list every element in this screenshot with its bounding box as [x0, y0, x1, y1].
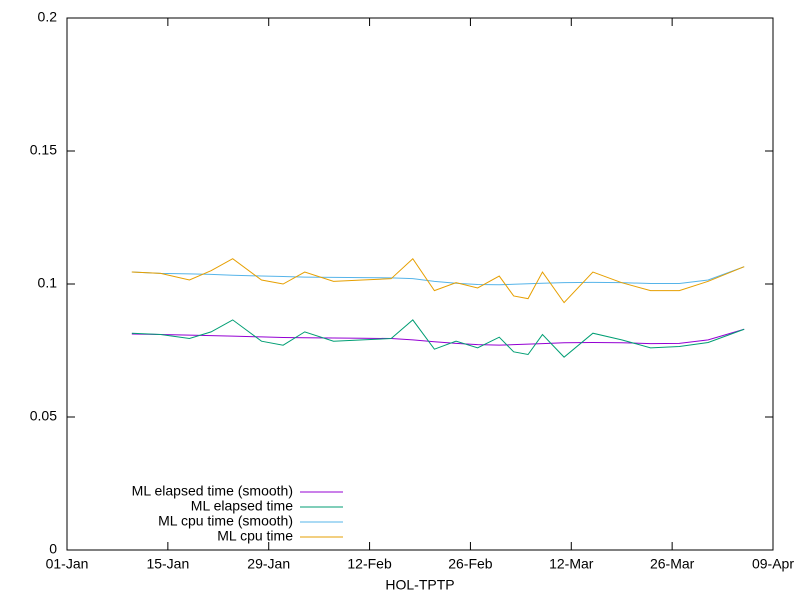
series-line	[131, 319, 745, 358]
x-tick-label: 09-Apr	[752, 556, 794, 572]
series-line	[131, 266, 745, 286]
x-tick-label: 26-Feb	[448, 556, 493, 572]
x-axis-label: HOL-TPTP	[385, 577, 454, 593]
x-tick-label: 12-Feb	[347, 556, 392, 572]
x-tick-label: 15-Jan	[146, 556, 189, 572]
legend-label: ML cpu time (smooth)	[158, 513, 293, 529]
legend-label: ML elapsed time	[191, 498, 293, 514]
y-tick-label: 0.2	[38, 9, 58, 25]
x-tick-label: 26-Mar	[650, 556, 695, 572]
x-tick-label: 29-Jan	[247, 556, 290, 572]
y-tick-label: 0	[49, 541, 57, 557]
x-tick-label: 12-Mar	[549, 556, 594, 572]
series-line	[131, 328, 745, 346]
y-tick-label: 0.1	[38, 275, 58, 291]
series-line	[131, 257, 745, 304]
plot-frame	[66, 17, 774, 551]
legend-label: ML elapsed time (smooth)	[132, 483, 293, 499]
legend-label: ML cpu time	[217, 528, 293, 544]
y-tick-label: 0.05	[30, 408, 57, 424]
y-tick-label: 0.15	[30, 142, 57, 158]
x-tick-label: 01-Jan	[46, 556, 89, 572]
